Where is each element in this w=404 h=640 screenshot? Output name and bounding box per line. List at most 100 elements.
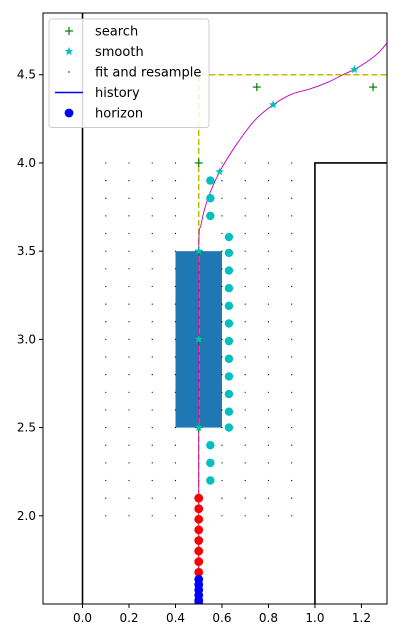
fit-point <box>105 232 107 235</box>
smooth-point <box>194 246 204 255</box>
fit-point <box>221 515 223 517</box>
smooth-point <box>215 167 224 176</box>
fit-point <box>174 462 177 464</box>
fit-point <box>105 356 107 358</box>
cyan-point <box>224 407 234 416</box>
fit-point <box>291 232 293 235</box>
fit-point <box>291 250 293 252</box>
legend-marker-circle <box>64 108 74 118</box>
fit-point <box>174 356 177 358</box>
fit-point <box>151 162 153 164</box>
fit-point <box>244 215 246 217</box>
fit-point <box>221 497 223 499</box>
fit-point <box>151 409 153 411</box>
fit-point <box>128 356 130 358</box>
fit-point <box>128 303 130 305</box>
cyan-point <box>206 176 215 185</box>
fit-point <box>174 374 177 376</box>
y-tick-label: 3.5 <box>17 244 36 258</box>
fit-point <box>151 391 153 393</box>
fit-point <box>244 497 246 499</box>
cyan-point <box>224 354 234 363</box>
fit-point <box>105 285 107 288</box>
fit-point <box>267 409 270 411</box>
legend-label: smooth <box>95 45 144 60</box>
fit-point <box>105 479 107 482</box>
red-point <box>194 493 204 503</box>
plot-frame <box>42 12 388 605</box>
fit-point <box>221 409 223 411</box>
fit-point <box>151 444 153 446</box>
fit-point <box>221 179 223 182</box>
fit-point <box>291 303 293 305</box>
fit-point <box>267 462 270 464</box>
fit-point <box>221 391 223 393</box>
fit-point <box>267 232 270 235</box>
y-tick-label: 2.5 <box>17 421 36 435</box>
fit-point <box>174 409 177 411</box>
fit-point <box>151 338 153 340</box>
red-point <box>194 557 204 567</box>
fit-point <box>267 497 270 499</box>
fit-point <box>244 338 246 340</box>
fit-point <box>267 356 270 358</box>
fit-point <box>105 162 107 164</box>
fit-point <box>221 374 223 376</box>
fit-point <box>128 497 130 499</box>
red-point <box>194 567 204 577</box>
fit-point <box>291 444 293 446</box>
fit-point <box>151 285 153 288</box>
fit-point <box>291 515 293 517</box>
fit-point <box>244 444 246 446</box>
search-point <box>369 83 378 92</box>
red-point <box>194 504 204 514</box>
cyan-point <box>224 232 234 242</box>
fit-point <box>221 162 223 164</box>
fit-point <box>105 250 107 252</box>
legend: search smooth fit and resample history horiz… <box>48 18 210 128</box>
fit-point <box>128 197 130 199</box>
legend-entry-smooth: smooth <box>64 45 144 60</box>
fit-point <box>267 285 270 288</box>
fit-point <box>151 356 153 358</box>
fit-point <box>128 391 130 393</box>
fit-point <box>151 303 153 305</box>
fit-point <box>151 374 153 376</box>
cyan-point <box>206 194 215 203</box>
legend-entry-fit-and-resample: fit and resample <box>68 66 201 81</box>
fit-point <box>174 162 177 164</box>
fit-point <box>221 197 223 199</box>
fit-point <box>174 497 177 499</box>
fit-point <box>221 232 223 235</box>
fit-point <box>151 426 153 429</box>
fit-point <box>267 197 270 199</box>
legend-label: fit and resample <box>95 66 201 81</box>
fit-point <box>267 215 270 217</box>
fit-point <box>267 426 270 429</box>
y-tick-label: 4.5 <box>17 68 36 82</box>
fit-point <box>105 444 107 446</box>
fit-point <box>105 391 107 393</box>
horizon-point <box>194 599 204 604</box>
fit-point <box>291 338 293 340</box>
fit-point <box>174 179 177 182</box>
fit-point <box>174 444 177 446</box>
fit-point <box>291 162 293 164</box>
x-tick-label: 0.2 <box>119 611 138 625</box>
fit-point <box>221 356 223 358</box>
fit-point <box>291 215 293 217</box>
fit-point <box>244 197 246 199</box>
fit-point <box>151 232 153 235</box>
fit-point <box>174 479 177 482</box>
fit-point <box>151 197 153 199</box>
red-point <box>194 536 204 545</box>
fit-point <box>267 250 270 252</box>
x-tick-label: 0.8 <box>259 611 278 625</box>
legend-label: horizon <box>95 107 143 122</box>
fit-point <box>221 462 223 464</box>
fit-point <box>174 321 177 323</box>
fit-point <box>221 303 223 305</box>
fit-point <box>105 462 107 464</box>
fit-point <box>291 497 293 499</box>
fit-point <box>291 268 293 270</box>
